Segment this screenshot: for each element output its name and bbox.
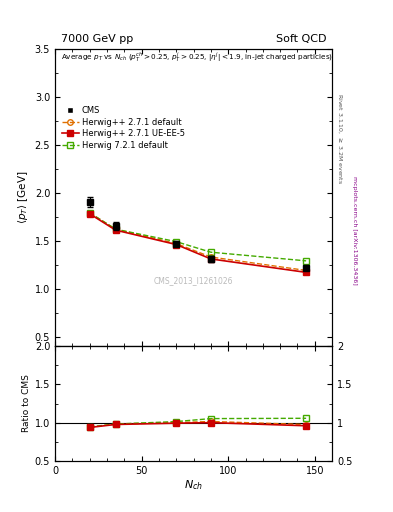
Text: mcplots.cern.ch [arXiv:1306.3436]: mcplots.cern.ch [arXiv:1306.3436] [352, 176, 357, 285]
Y-axis label: Ratio to CMS: Ratio to CMS [22, 375, 31, 433]
Text: 7000 GeV pp: 7000 GeV pp [61, 34, 133, 44]
Text: CMS_2013_I1261026: CMS_2013_I1261026 [154, 276, 233, 285]
Legend: CMS, Herwig++ 2.7.1 default, Herwig++ 2.7.1 UE-EE-5, Herwig 7.2.1 default: CMS, Herwig++ 2.7.1 default, Herwig++ 2.… [62, 106, 185, 150]
Text: Rivet 3.1.10, $\geq$ 3.2M events: Rivet 3.1.10, $\geq$ 3.2M events [336, 93, 343, 184]
Text: Soft QCD: Soft QCD [276, 34, 327, 44]
Y-axis label: $\langle p_T \rangle$ [GeV]: $\langle p_T \rangle$ [GeV] [17, 170, 31, 224]
Text: Average $p_T$ vs $N_{ch}$ ($p_T^{ch}>$0.25, $p_T^j>$0.25, $|\eta^j|<$1.9, in-jet: Average $p_T$ vs $N_{ch}$ ($p_T^{ch}>$0.… [61, 50, 332, 63]
X-axis label: $N_{ch}$: $N_{ch}$ [184, 478, 203, 492]
